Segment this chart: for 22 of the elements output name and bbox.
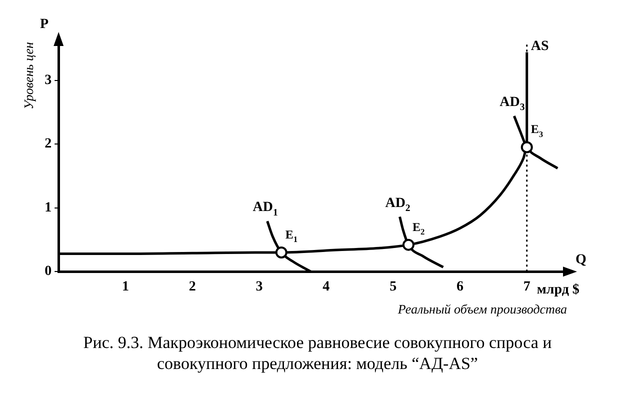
y-tick-label: 0	[44, 264, 52, 280]
line-series	[398, 216, 444, 268]
point	[275, 246, 288, 258]
point	[520, 141, 533, 154]
x-tick-label: 4	[322, 280, 330, 295]
x-tick-label: 1	[122, 280, 129, 295]
y-axis-title: Уровень цен	[21, 42, 36, 110]
y-tick-label: 3	[44, 72, 52, 88]
text: Q	[576, 252, 587, 268]
y-tick-label: 2	[44, 136, 52, 152]
x-tick-label: 5	[390, 280, 397, 295]
point	[402, 238, 414, 251]
x-tick-label: 3	[256, 280, 263, 295]
text: млрд $	[536, 282, 580, 298]
text: P	[40, 17, 50, 32]
x-tick-label: 2	[188, 280, 196, 295]
series-label: AS	[530, 39, 549, 54]
x-axis-title: Реальный объем производства	[396, 302, 568, 317]
text: Рис. 9.3. Макроэкономическое равновесие совокупного спроса и совокупного предложения: модель “АД-AS”	[82, 332, 553, 374]
x-tick-label: 7	[523, 280, 530, 295]
y-tick-label: 1	[44, 200, 52, 216]
x-tick-label: 6	[456, 280, 464, 295]
